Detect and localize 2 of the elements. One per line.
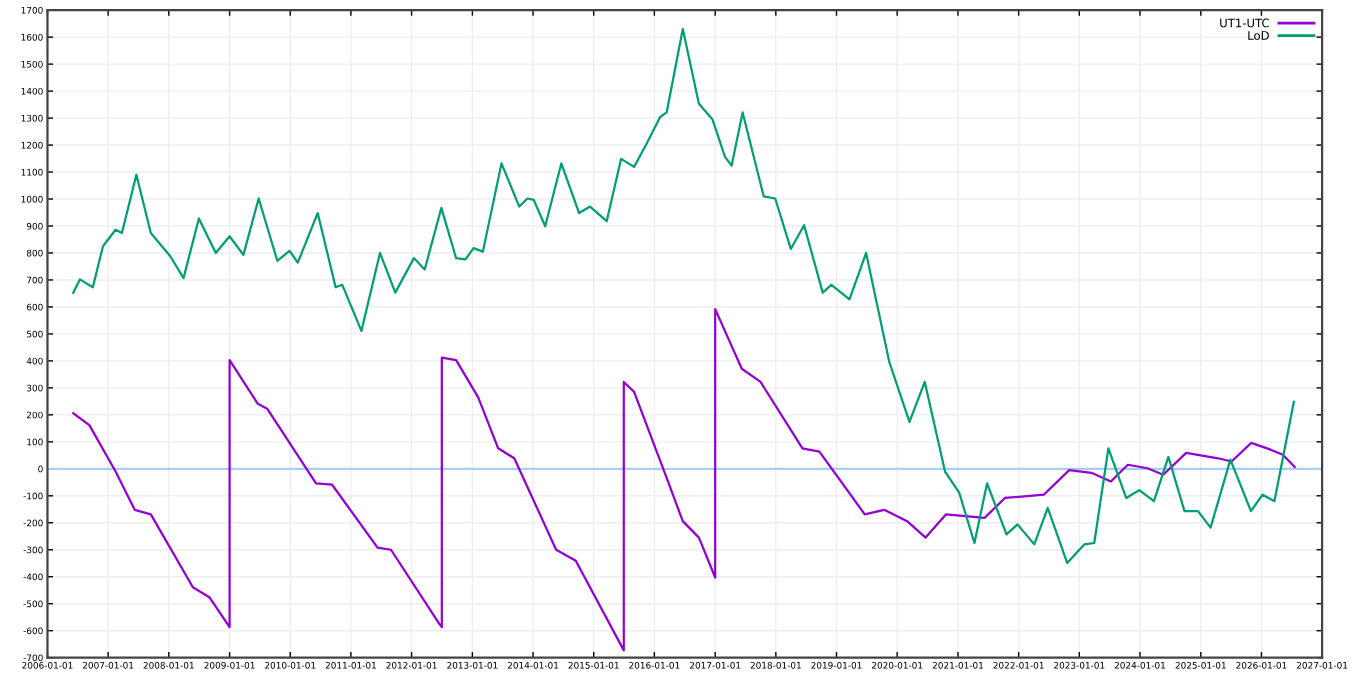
line-series [72, 27, 1295, 565]
line-series [72, 307, 1296, 652]
